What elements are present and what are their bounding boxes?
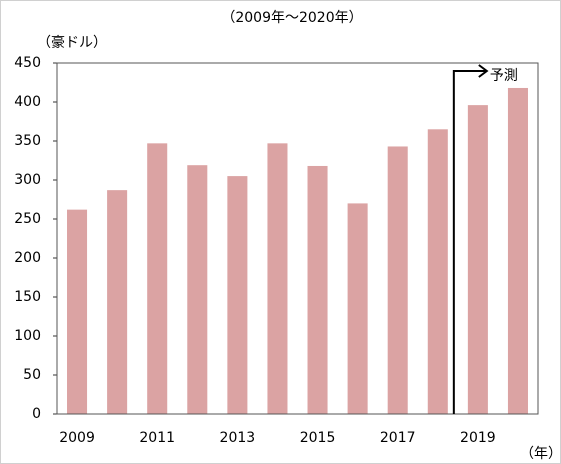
chart-title: （2009年～2020年）	[221, 10, 362, 26]
x-tick-label: 2011	[139, 430, 175, 446]
y-axis-label: （豪ドル）	[37, 35, 107, 51]
y-tick-label: 300	[14, 172, 41, 188]
bar	[267, 143, 288, 414]
annotation: 予測	[490, 68, 518, 84]
bar	[467, 105, 488, 415]
bar	[67, 209, 88, 414]
y-tick-label: 450	[14, 55, 41, 71]
plot-frame	[56, 62, 539, 415]
y-tick-label: 0	[32, 406, 41, 422]
bar	[187, 165, 208, 414]
x-axis-label: （年）	[520, 446, 561, 462]
y-tick-label: 350	[14, 133, 41, 149]
x-tick-label: 2009	[59, 430, 95, 446]
y-tick-label: 400	[14, 94, 41, 110]
bar	[347, 203, 368, 414]
bar	[107, 190, 128, 414]
x-tick-label: 2017	[380, 430, 416, 446]
forecast-arrow	[452, 64, 489, 414]
y-tick-label: 150	[14, 289, 41, 305]
y-tick-label: 200	[14, 250, 41, 266]
y-tick-label: 50	[23, 367, 41, 383]
bar	[307, 165, 328, 414]
x-tick-label: 2015	[300, 430, 336, 446]
bar	[507, 87, 528, 415]
y-tick-label: 100	[14, 328, 41, 344]
y-tick-label: 250	[14, 211, 41, 227]
bar	[227, 176, 248, 414]
bar	[427, 129, 448, 415]
bar	[387, 146, 408, 414]
x-tick-label: 2019	[460, 430, 496, 446]
bar	[147, 143, 168, 414]
x-tick-label: 2013	[220, 430, 256, 446]
